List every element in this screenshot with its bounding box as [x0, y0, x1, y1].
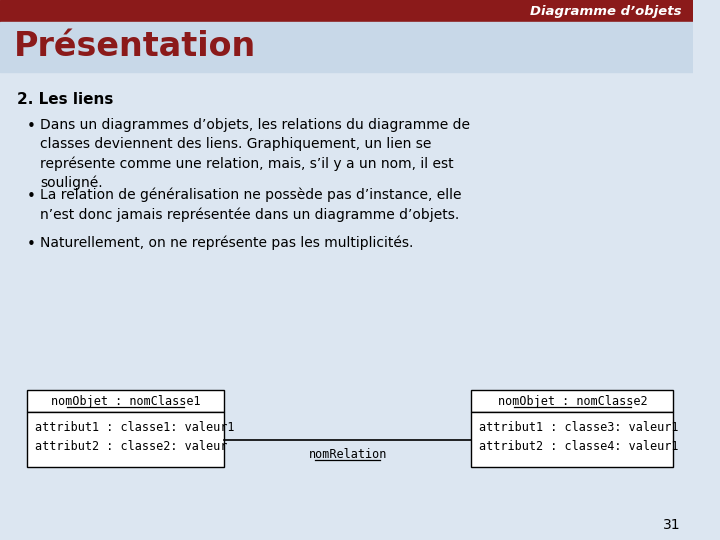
- Text: attribut1 : classe1: valeur1
attribut2 : classe2: valeur: attribut1 : classe1: valeur1 attribut2 :…: [35, 421, 234, 453]
- Text: Présentation: Présentation: [14, 30, 256, 64]
- Text: attribut1 : classe3: valeur1
attribut2 : classe4: valeur1: attribut1 : classe3: valeur1 attribut2 :…: [479, 421, 678, 453]
- Bar: [27, 390, 224, 412]
- Text: nomObjet : nomClasse2: nomObjet : nomClasse2: [498, 395, 647, 408]
- Bar: [0, 0, 693, 22]
- Text: Diagramme d’objets: Diagramme d’objets: [529, 4, 681, 17]
- Text: •: •: [27, 189, 36, 204]
- Text: Naturellement, on ne représente pas les multiplicités.: Naturellement, on ne représente pas les …: [40, 236, 414, 251]
- Bar: [27, 412, 224, 467]
- Text: nomRelation: nomRelation: [309, 448, 387, 461]
- Bar: [472, 390, 673, 412]
- Text: 31: 31: [663, 518, 681, 532]
- Bar: [0, 22, 693, 72]
- Text: •: •: [27, 119, 36, 134]
- Text: nomObjet : nomClasse1: nomObjet : nomClasse1: [50, 395, 200, 408]
- Bar: [472, 412, 673, 467]
- Text: La relation de généralisation ne possède pas d’instance, elle
n’est donc jamais : La relation de généralisation ne possède…: [40, 188, 462, 222]
- Text: •: •: [27, 237, 36, 252]
- Text: Dans un diagrammes d’objets, les relations du diagramme de
classes deviennent de: Dans un diagrammes d’objets, les relatio…: [40, 118, 470, 190]
- Text: 2. Les liens: 2. Les liens: [17, 92, 114, 107]
